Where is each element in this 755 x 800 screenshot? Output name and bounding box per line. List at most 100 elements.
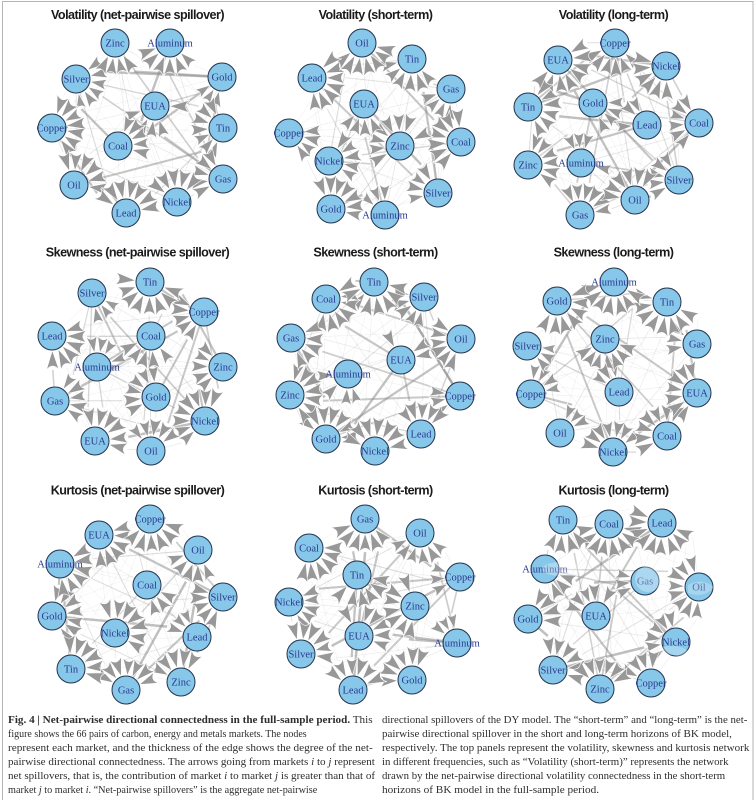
svg-text:Gas: Gas (47, 397, 63, 408)
svg-text:Aluminum: Aluminum (591, 278, 637, 289)
svg-text:Silver: Silver (540, 666, 566, 677)
svg-text:Lead: Lead (343, 686, 365, 697)
svg-text:Lead: Lead (42, 332, 64, 343)
svg-text:Lead: Lead (411, 430, 433, 441)
svg-text:Nickel: Nickel (315, 157, 343, 168)
svg-text:Skewness (short-term): Skewness (short-term) (313, 246, 438, 260)
svg-text:Zinc: Zinc (590, 685, 610, 696)
svg-text:Kurtosis (net-pairwise spillov: Kurtosis (net-pairwise spillover) (51, 484, 225, 498)
svg-text:Copper: Copper (37, 124, 68, 135)
svg-text:Zinc: Zinc (171, 678, 191, 689)
svg-text:Aluminum: Aluminum (147, 39, 193, 50)
svg-text:Coal: Coal (108, 142, 128, 153)
svg-text:Silver: Silver (79, 289, 105, 300)
svg-text:Zinc: Zinc (595, 335, 615, 346)
svg-text:EUA: EUA (547, 56, 569, 67)
svg-text:Gold: Gold (212, 73, 234, 84)
svg-text:Nickel: Nickel (275, 598, 303, 609)
svg-text:Lead: Lead (187, 633, 209, 644)
svg-text:Oil: Oil (454, 335, 468, 346)
svg-text:Oil: Oil (144, 447, 158, 458)
svg-text:Skewness (net-pairwise spillov: Skewness (net-pairwise spillover) (46, 246, 230, 260)
svg-text:Gas: Gas (118, 686, 134, 697)
svg-text:Coal: Coal (141, 332, 161, 343)
svg-text:Gold: Gold (146, 393, 168, 404)
svg-text:Coal: Coal (299, 544, 319, 555)
svg-text:Silver: Silver (514, 342, 540, 353)
svg-text:EUA: EUA (144, 102, 166, 113)
svg-text:Copper: Copper (445, 392, 476, 403)
svg-text:Copper: Copper (274, 129, 305, 140)
svg-text:Gas: Gas (637, 577, 653, 588)
svg-text:Silver: Silver (411, 293, 437, 304)
svg-text:Aluminum: Aluminum (74, 363, 120, 374)
svg-text:Lead: Lead (652, 519, 674, 530)
svg-text:Tin: Tin (660, 298, 675, 309)
svg-text:EUA: EUA (686, 389, 708, 400)
svg-text:Coal: Coal (657, 432, 677, 443)
svg-text:Volatility (net-pairwise spill: Volatility (net-pairwise spillover) (51, 8, 224, 22)
svg-text:Oil: Oil (692, 583, 706, 594)
svg-text:Tin: Tin (216, 124, 231, 135)
svg-text:Nickel: Nickel (101, 629, 129, 640)
svg-text:Oil: Oil (628, 196, 642, 207)
svg-text:Aluminum: Aluminum (37, 560, 83, 571)
svg-text:Gold: Gold (518, 615, 540, 626)
svg-text:Gas: Gas (572, 211, 588, 222)
svg-text:Copper: Copper (636, 679, 667, 690)
svg-text:Oil: Oil (413, 529, 427, 540)
svg-text:Silver: Silver (288, 650, 314, 661)
svg-text:Gold: Gold (321, 205, 343, 216)
svg-text:EUA: EUA (353, 100, 375, 111)
svg-text:Nickel: Nickel (361, 447, 389, 458)
svg-text:EUA: EUA (390, 356, 412, 367)
svg-text:Lead: Lead (302, 74, 324, 85)
svg-text:Silver: Silver (210, 593, 236, 604)
svg-text:Copper: Copper (600, 39, 631, 50)
svg-text:Copper: Copper (189, 308, 220, 319)
svg-text:Lead: Lead (116, 209, 138, 220)
svg-text:Kurtosis (long-term): Kurtosis (long-term) (558, 484, 668, 498)
svg-text:Gas: Gas (283, 334, 299, 345)
svg-text:Nickel: Nickel (662, 638, 690, 649)
svg-text:Kurtosis (short-term): Kurtosis (short-term) (318, 484, 433, 498)
svg-text:Tin: Tin (143, 278, 158, 289)
svg-text:Zinc: Zinc (105, 39, 125, 50)
svg-text:Oil: Oil (355, 39, 369, 50)
svg-text:Gold: Gold (316, 435, 338, 446)
svg-text:Oil: Oil (191, 546, 205, 557)
svg-text:Aluminum: Aluminum (362, 211, 408, 222)
svg-text:Gas: Gas (215, 175, 231, 186)
svg-text:Copper: Copper (135, 515, 166, 526)
svg-text:Gas: Gas (357, 515, 373, 526)
svg-text:Nickel: Nickel (191, 417, 219, 428)
svg-text:Lead: Lead (609, 388, 631, 399)
svg-text:Gas: Gas (689, 340, 705, 351)
svg-text:Tin: Tin (521, 103, 536, 114)
svg-text:Gold: Gold (583, 99, 605, 110)
svg-text:Volatility (long-term): Volatility (long-term) (559, 8, 669, 22)
svg-text:Aluminum: Aluminum (325, 370, 371, 381)
svg-text:Gold: Gold (42, 612, 64, 623)
svg-text:Volatility (short-term): Volatility (short-term) (319, 8, 433, 22)
svg-text:Tin: Tin (405, 55, 420, 66)
svg-text:Gas: Gas (443, 85, 459, 96)
svg-text:Silver: Silver (63, 75, 89, 86)
svg-text:Silver: Silver (425, 189, 451, 200)
svg-text:Tin: Tin (64, 665, 79, 676)
svg-text:Copper: Copper (516, 390, 547, 401)
svg-text:Tin: Tin (556, 516, 571, 527)
svg-text:Aluminum: Aluminum (558, 159, 604, 170)
svg-text:Tin: Tin (367, 278, 382, 289)
svg-text:Silver: Silver (666, 176, 692, 187)
svg-text:Oil: Oil (553, 429, 567, 440)
svg-text:Coal: Coal (316, 295, 336, 306)
svg-text:Coal: Coal (451, 138, 471, 149)
svg-text:Gold: Gold (547, 297, 569, 308)
svg-text:Aluminum: Aluminum (522, 565, 568, 576)
svg-text:Aluminum: Aluminum (434, 639, 480, 650)
svg-text:Tin: Tin (350, 571, 365, 582)
svg-text:Zinc: Zinc (213, 363, 233, 374)
svg-text:Nickel: Nickel (163, 198, 191, 209)
svg-text:Lead: Lead (637, 121, 659, 132)
